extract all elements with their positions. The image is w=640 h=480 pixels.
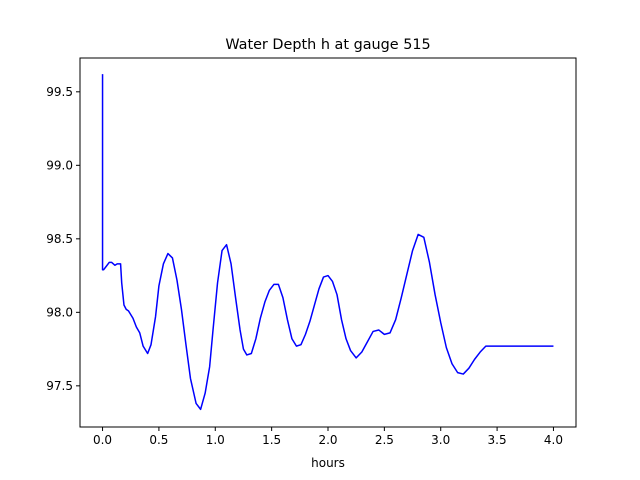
x-tick-label: 3.5: [488, 433, 507, 447]
x-tick-label: 0.5: [149, 433, 168, 447]
y-tick-label: 98.0: [46, 305, 73, 319]
x-tick-label: 0.0: [93, 433, 112, 447]
chart-title: Water Depth h at gauge 515: [225, 37, 430, 53]
y-tick-label: 99.5: [46, 85, 73, 99]
x-tick-label: 2.0: [318, 433, 337, 447]
y-tick-label: 99.0: [46, 158, 73, 172]
series-line-0: [101, 74, 554, 411]
y-tick-label: 97.5: [46, 379, 73, 393]
y-tick-label: 98.5: [46, 232, 73, 246]
x-tick-label: 4.0: [544, 433, 563, 447]
x-axis-label: hours: [311, 456, 345, 470]
x-tick-label: 1.5: [262, 433, 281, 447]
plot-area: 0.0 0.5 1.0 1.5 2.0 2.5 3.0 3.5 4.0 97.5 98.0 98.5 9…: [46, 57, 577, 447]
x-tick-label: 2.5: [375, 433, 394, 447]
x-tick-label: 3.0: [431, 433, 450, 447]
x-tick-label: 1.0: [206, 433, 225, 447]
